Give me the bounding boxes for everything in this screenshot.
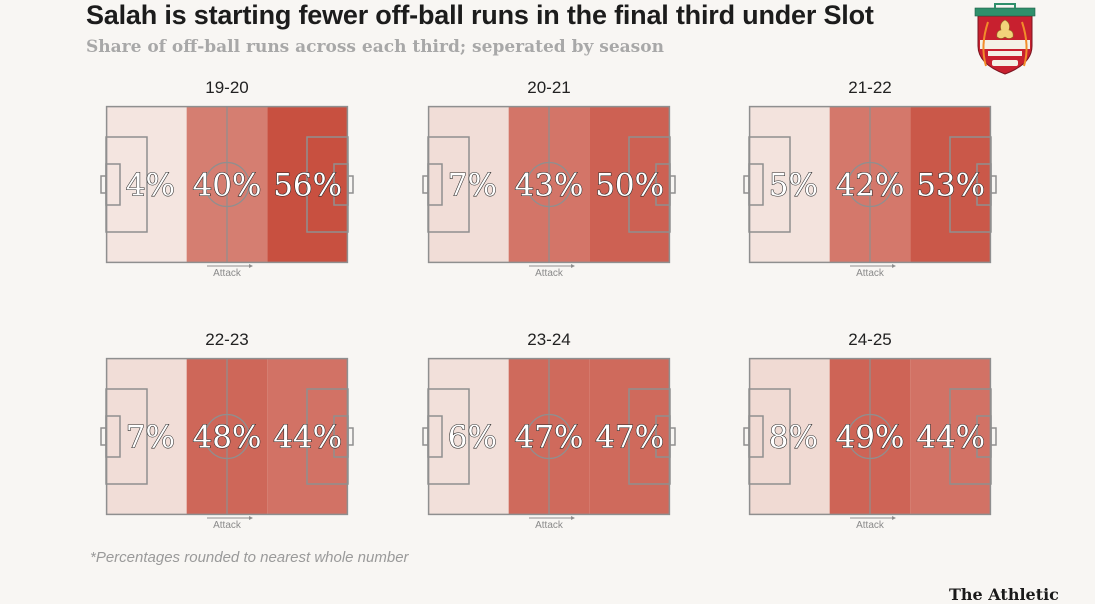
left-goal	[743, 427, 750, 446]
season-panel: 23-24 6% 47% 47% Attack	[422, 330, 678, 531]
pitch-heatmap: 4% 40% 56% Attack	[100, 105, 354, 279]
attack-label: Attack	[213, 520, 242, 531]
season-label: 22-23	[205, 330, 249, 349]
brand-logo: The Athletic	[949, 585, 1059, 604]
left-goal	[100, 175, 107, 194]
percentage-label: 47%	[515, 420, 584, 456]
attack-arrow-icon	[249, 516, 253, 520]
percentage-label: 44%	[273, 420, 342, 456]
percentage-label: 40%	[193, 168, 262, 204]
attack-label: Attack	[856, 268, 885, 279]
attack-label: Attack	[535, 268, 564, 279]
right-goal	[347, 175, 354, 194]
percentage-label: 5%	[769, 168, 818, 204]
centre-circle	[204, 413, 250, 460]
attack-arrow-icon	[571, 264, 575, 268]
pitch-heatmap: 5% 42% 53% Attack	[743, 105, 997, 279]
season-panel: 24-25 8% 49% 44% Attack	[743, 330, 999, 531]
season-panel: 20-21 7% 43% 50% Attack	[422, 78, 678, 279]
centre-circle	[847, 161, 893, 208]
percentage-label: 7%	[448, 168, 497, 204]
left-goal	[422, 427, 429, 446]
percentage-label: 42%	[836, 168, 905, 204]
percentage-label: 56%	[273, 168, 342, 204]
chart-subtitle: Share of off-ball runs across each third…	[86, 37, 664, 57]
pitch-heatmap: 7% 48% 44% Attack	[100, 357, 354, 531]
left-goal	[422, 175, 429, 194]
percentage-label: 47%	[595, 420, 664, 456]
right-goal	[990, 175, 997, 194]
centre-circle	[526, 161, 572, 208]
pitch-heatmap: 8% 49% 44% Attack	[743, 357, 997, 531]
season-label: 19-20	[205, 78, 249, 97]
right-goal	[669, 175, 676, 194]
season-panel: 19-20 4% 40% 56% Attack	[100, 78, 356, 279]
attack-arrow-icon	[892, 516, 896, 520]
left-goal	[100, 427, 107, 446]
attack-label: Attack	[213, 268, 242, 279]
left-goal	[743, 175, 750, 194]
pitch-heatmap: 6% 47% 47% Attack	[422, 357, 676, 531]
season-panel: 22-23 7% 48% 44% Attack	[100, 330, 356, 531]
season-label: 24-25	[848, 330, 892, 349]
percentage-label: 50%	[595, 168, 664, 204]
centre-circle	[204, 161, 250, 208]
pitch-heatmap: 7% 43% 50% Attack	[422, 105, 676, 279]
season-label: 20-21	[527, 78, 571, 97]
attack-label: Attack	[856, 520, 885, 531]
footnote: *Percentages rounded to nearest whole nu…	[90, 549, 409, 566]
percentage-label: 49%	[836, 420, 905, 456]
right-goal	[990, 427, 997, 446]
right-goal	[347, 427, 354, 446]
percentage-label: 48%	[193, 420, 262, 456]
attack-arrow-icon	[892, 264, 896, 268]
percentage-label: 8%	[769, 420, 818, 456]
percentage-label: 4%	[126, 168, 175, 204]
percentage-label: 44%	[916, 420, 985, 456]
attack-label: Attack	[535, 520, 564, 531]
percentage-label: 6%	[448, 420, 497, 456]
centre-circle	[526, 413, 572, 460]
season-label: 23-24	[527, 330, 571, 349]
percentage-label: 53%	[916, 168, 985, 204]
chart-title: Salah is starting fewer off-ball runs in…	[86, 0, 874, 30]
season-label: 21-22	[848, 78, 892, 97]
attack-arrow-icon	[249, 264, 253, 268]
season-panel: 21-22 5% 42% 53% Attack	[743, 78, 999, 279]
percentage-label: 7%	[126, 420, 175, 456]
percentage-label: 43%	[515, 168, 584, 204]
liverpool-crest-icon	[974, 3, 1036, 75]
right-goal	[669, 427, 676, 446]
centre-circle	[847, 413, 893, 460]
attack-arrow-icon	[571, 516, 575, 520]
